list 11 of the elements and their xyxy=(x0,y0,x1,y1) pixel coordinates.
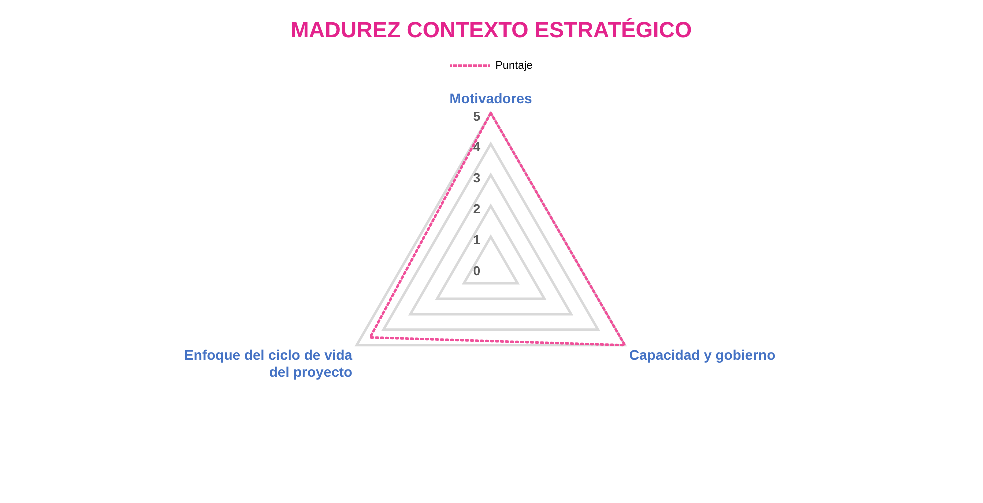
spoke-label: Capacidad y gobierno xyxy=(629,347,776,364)
y-tick-label: 1 xyxy=(473,232,481,248)
y-tick-label: 5 xyxy=(473,108,481,124)
y-tick-label: 3 xyxy=(473,170,481,186)
chart-title: MADUREZ CONTEXTO ESTRATÉGICO xyxy=(290,17,692,42)
legend-label: Puntaje xyxy=(496,60,533,72)
y-tick-label: 2 xyxy=(473,202,481,217)
y-tick-label: 0 xyxy=(473,264,481,279)
spoke-label: Motivadores xyxy=(450,90,532,107)
y-tick-label: 4 xyxy=(473,140,482,155)
spoke-label: Enfoque del ciclo de vida del proyecto xyxy=(184,347,353,380)
